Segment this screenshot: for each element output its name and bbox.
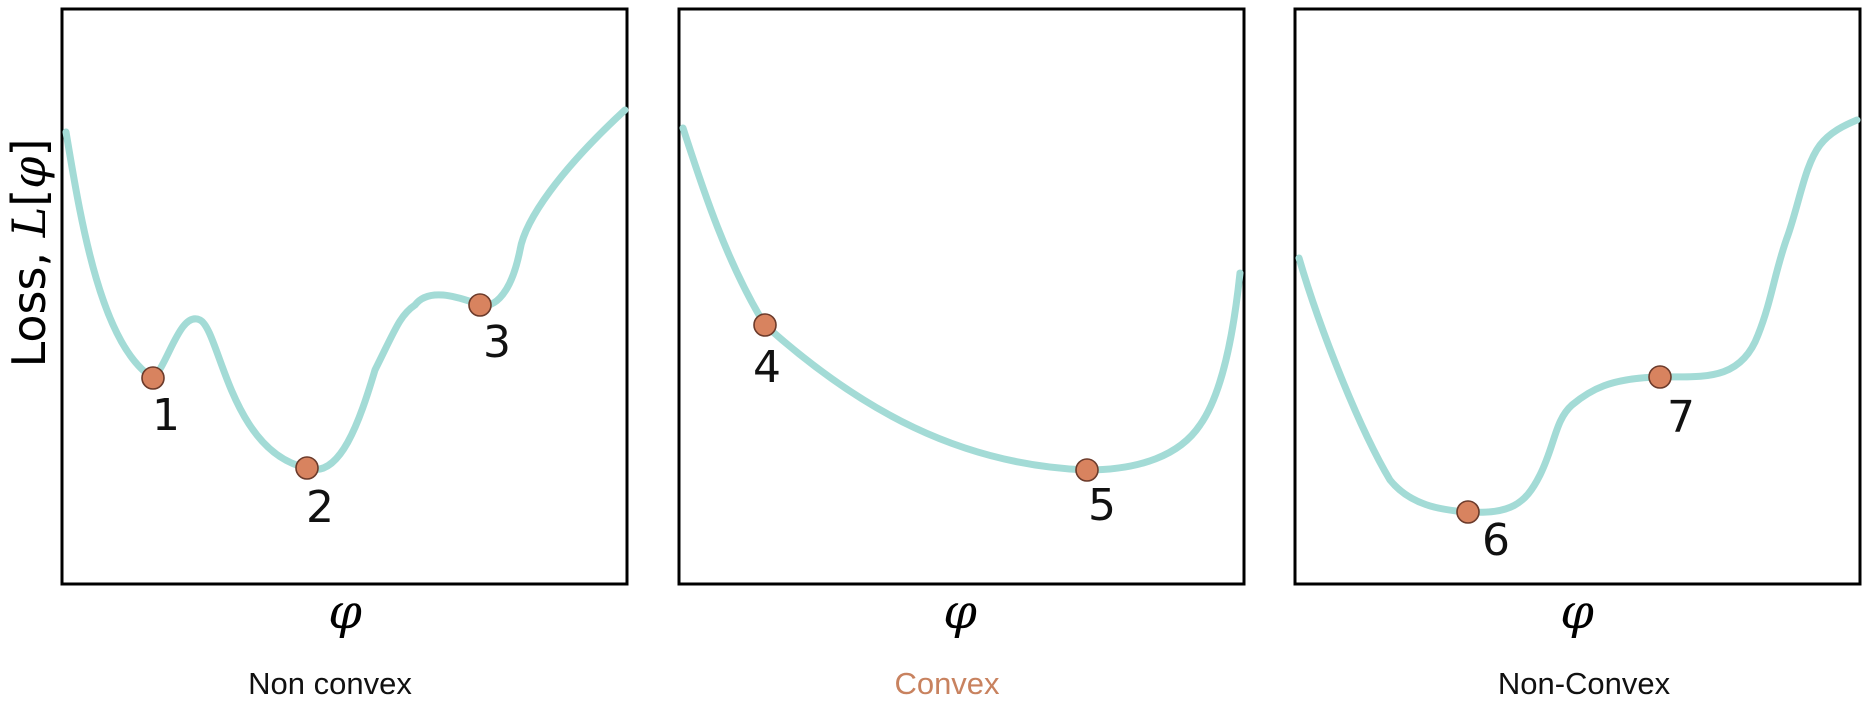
panel-2-point-label-5: 5 (1088, 480, 1116, 531)
y-axis-label-prefix: Loss, (2, 237, 56, 367)
panel-3-x-axis-label: φ (1560, 584, 1594, 640)
panel-convex: 4 5 φ Convex (677, 7, 1246, 701)
panel-3-caption: Non-Convex (1498, 666, 1671, 701)
y-axis-label-symbol: L (2, 207, 56, 239)
panel-1-point-2 (295, 456, 319, 480)
panel-1-x-axis-label: φ (328, 584, 362, 640)
panel-3-loss-curve (1295, 116, 1861, 516)
panel-3-point-6 (1456, 500, 1480, 524)
panel-3-point-7 (1648, 365, 1672, 389)
panel-1-point-3 (468, 293, 492, 317)
y-axis-label-open-bracket: [ (2, 189, 56, 207)
panel-2-x-axis-label: φ (943, 584, 977, 640)
panel-3-point-label-6: 6 (1482, 515, 1510, 566)
y-axis-label: Loss, L[φ] (2, 139, 56, 368)
panel-non-convex-2: 6 7 φ Non-Convex (1293, 7, 1862, 701)
panel-3-point-label-7: 7 (1667, 392, 1695, 443)
y-axis-label-close-bracket: ] (2, 139, 56, 157)
panel-2-point-5 (1075, 458, 1099, 482)
panel-2-point-4 (753, 313, 777, 337)
panel-1-loss-curve (62, 106, 629, 474)
panel-1-point-label-1: 1 (152, 390, 180, 441)
panel-1-caption: Non convex (248, 666, 412, 701)
panel-3-frame (1293, 7, 1862, 586)
y-axis-label-arg: φ (2, 156, 56, 189)
panel-non-convex: 1 2 3 φ Non convex (60, 7, 629, 701)
panel-1-point-label-2: 2 (306, 482, 334, 533)
panel-1-point-1 (141, 366, 165, 390)
panel-2-point-label-4: 4 (753, 342, 781, 393)
panel-2-loss-curve (679, 124, 1244, 474)
panel-2-caption: Convex (894, 666, 1000, 701)
panel-2-frame (677, 7, 1246, 586)
panel-1-frame (60, 7, 629, 586)
panel-1-point-label-3: 3 (483, 317, 511, 368)
